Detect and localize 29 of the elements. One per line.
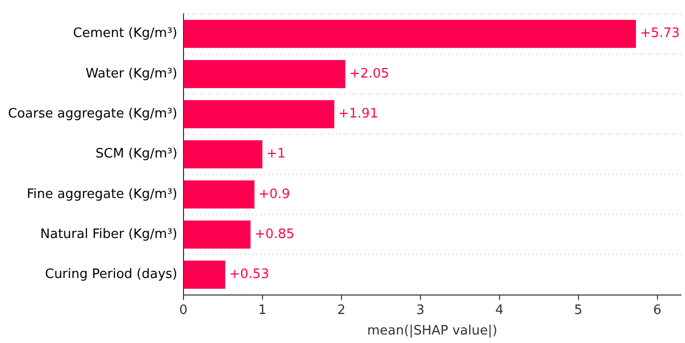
y-tick-label: Natural Fiber (Kg/m³) <box>40 226 178 242</box>
x-tick-label: 4 <box>495 302 504 318</box>
x-tick-label: 6 <box>653 302 662 318</box>
x-tick-label: 1 <box>258 302 267 318</box>
y-tick-label: Water (Kg/m³) <box>86 66 178 82</box>
bar <box>184 260 226 289</box>
bar <box>184 100 334 128</box>
data-label: +1 <box>266 146 286 162</box>
data-label: +5.73 <box>640 26 680 42</box>
x-tick-label: 5 <box>574 302 582 318</box>
y-tick-label: Coarse aggregate (Kg/m³) <box>8 106 178 122</box>
bar <box>184 20 636 48</box>
bar <box>184 220 251 249</box>
x-tick-label: 0 <box>179 302 188 318</box>
y-tick-label: Curing Period (days) <box>44 267 178 282</box>
bar <box>184 140 262 168</box>
y-tick-label: SCM (Kg/m³) <box>96 146 178 162</box>
data-label: +0.53 <box>229 267 270 282</box>
data-label: +0.85 <box>254 226 294 242</box>
y-tick-label: Fine aggregate (Kg/m³) <box>26 186 178 202</box>
x-tick-label: 2 <box>337 302 346 318</box>
x-tick-label: 3 <box>416 302 424 318</box>
x-axis-title: mean(|SHAP value|) <box>367 324 498 339</box>
data-label: +1.91 <box>338 106 378 122</box>
bar <box>184 60 346 88</box>
data-label: +2.05 <box>349 66 390 82</box>
data-label: +0.9 <box>258 186 290 202</box>
y-tick-label: Cement (Kg/m³) <box>73 26 178 42</box>
bar <box>184 180 254 208</box>
